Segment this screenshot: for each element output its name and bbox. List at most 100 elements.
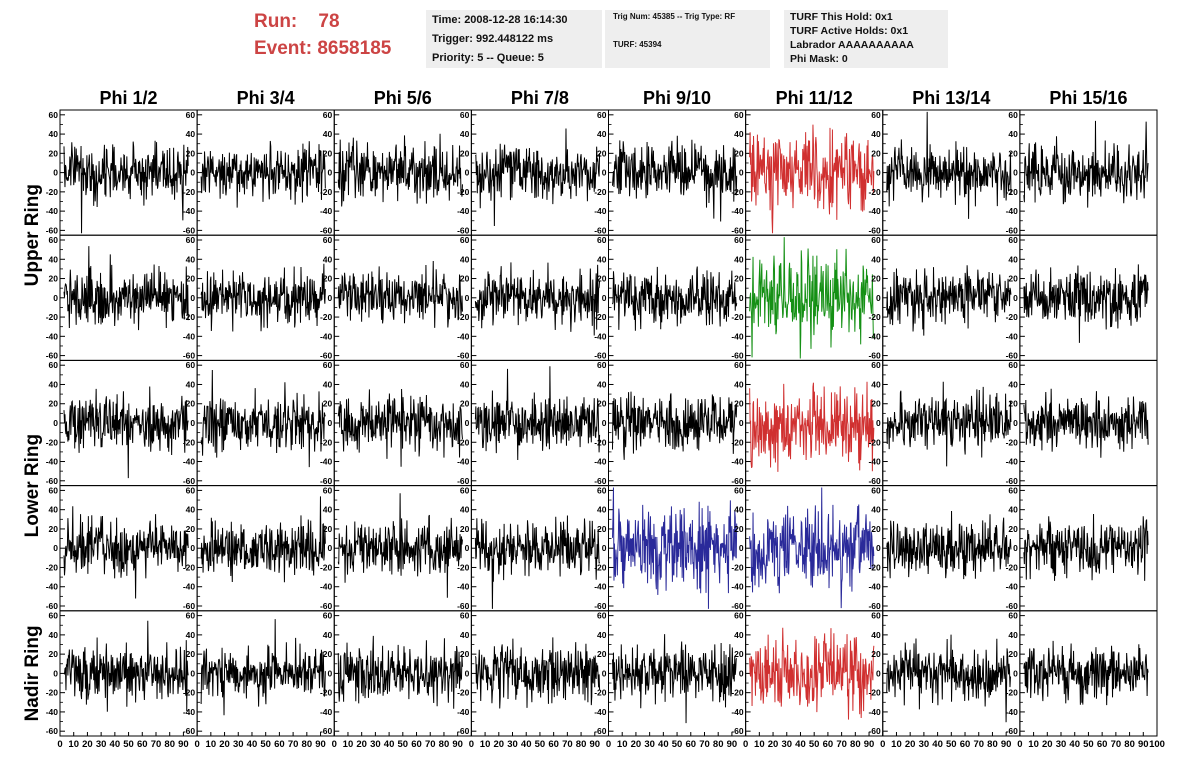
- y-tick-label: 20: [49, 399, 59, 409]
- x-tick-label: 50: [260, 739, 271, 750]
- y-tick-label: -20: [46, 187, 59, 197]
- y-tick-label: -60: [46, 601, 59, 611]
- x-tick-label: 80: [576, 739, 587, 750]
- y-tick-label: 60: [597, 360, 607, 370]
- y-tick-label: -40: [320, 582, 333, 592]
- y-tick-label: 0: [328, 543, 333, 553]
- x-tick-label: 70: [288, 739, 299, 750]
- y-tick-label: 0: [739, 668, 744, 678]
- y-tick-label: 0: [876, 293, 881, 303]
- y-tick-label: -20: [1006, 312, 1019, 322]
- waveform-trace: [886, 111, 1012, 219]
- y-tick-label: 20: [323, 148, 333, 158]
- y-tick-label: 40: [1008, 254, 1018, 264]
- y-tick-label: 0: [328, 168, 333, 178]
- y-tick-label: -20: [183, 187, 196, 197]
- y-tick-label: 0: [876, 543, 881, 553]
- y-tick-label: -20: [1006, 688, 1019, 698]
- y-tick-label: 40: [871, 129, 881, 139]
- y-tick-label: -40: [731, 206, 744, 216]
- x-tick-label: 90: [727, 739, 738, 750]
- turf-active-holds-text: TURF Active Holds: 0x1: [790, 25, 909, 37]
- x-tick-label: 0: [332, 739, 337, 750]
- y-tick-label: -20: [320, 562, 333, 572]
- y-tick-label: -40: [1006, 457, 1019, 467]
- x-tick-label: 80: [850, 739, 861, 750]
- y-tick-label: 40: [1008, 379, 1018, 389]
- y-tick-label: -60: [183, 726, 196, 736]
- waveform-trace: [749, 487, 875, 609]
- trig-num-text: Trig Num: 45385 -- Trig Type: RF: [613, 12, 736, 21]
- y-tick-label: 0: [190, 293, 195, 303]
- y-tick-label: -60: [320, 726, 333, 736]
- x-tick-label: 30: [370, 739, 381, 750]
- column-title: Phi 1/2: [100, 88, 158, 108]
- y-tick-label: -60: [868, 225, 881, 235]
- y-tick-label: -60: [868, 726, 881, 736]
- y-tick-label: -60: [46, 476, 59, 486]
- y-tick-label: 60: [323, 110, 333, 120]
- y-tick-label: 20: [871, 148, 881, 158]
- y-tick-label: 20: [734, 524, 744, 534]
- trig-info-box: Trig Num: 45385 -- Trig Type: RF TURF: 4…: [605, 10, 770, 68]
- y-tick-label: -20: [46, 437, 59, 447]
- x-tick-label: 50: [1083, 739, 1094, 750]
- x-tick-label: 70: [562, 739, 573, 750]
- y-tick-label: -40: [46, 707, 59, 717]
- x-tick-label: 80: [713, 739, 724, 750]
- column-title: Phi 3/4: [237, 88, 295, 108]
- y-tick-label: 0: [1013, 293, 1018, 303]
- y-tick-label: 0: [602, 668, 607, 678]
- x-tick-label: 90: [1001, 739, 1012, 750]
- y-tick-label: -20: [868, 688, 881, 698]
- y-tick-label: -20: [320, 312, 333, 322]
- y-tick-label: 0: [465, 168, 470, 178]
- run-row: Run: 78: [254, 8, 391, 35]
- x-tick-label: 60: [548, 739, 559, 750]
- x-tick-label: 0: [880, 739, 885, 750]
- y-tick-label: 40: [186, 254, 196, 264]
- y-tick-label: -60: [731, 225, 744, 235]
- y-tick-label: -60: [46, 351, 59, 361]
- y-tick-label: -40: [46, 331, 59, 341]
- x-tick-label: 0: [194, 739, 199, 750]
- x-tick-label: 30: [919, 739, 930, 750]
- x-tick-label: 0: [57, 739, 62, 750]
- y-tick-label: -60: [1006, 601, 1019, 611]
- y-tick-label: -20: [594, 437, 607, 447]
- y-tick-label: 0: [1013, 543, 1018, 553]
- y-tick-label: 20: [323, 399, 333, 409]
- waveform-trace: [474, 366, 601, 460]
- x-tick-label: 30: [96, 739, 107, 750]
- y-tick-label: 60: [49, 110, 59, 120]
- y-tick-label: 0: [465, 543, 470, 553]
- y-tick-label: 20: [186, 148, 196, 158]
- y-tick-label: 20: [460, 274, 470, 284]
- y-tick-label: 0: [739, 168, 744, 178]
- y-tick-label: -40: [1006, 206, 1019, 216]
- y-tick-label: 40: [597, 505, 607, 515]
- y-tick-label: -40: [320, 206, 333, 216]
- column-title: Phi 9/10: [643, 88, 711, 108]
- y-tick-label: -60: [731, 601, 744, 611]
- y-tick-label: -60: [594, 726, 607, 736]
- y-tick-label: -20: [731, 688, 744, 698]
- y-tick-label: -60: [320, 476, 333, 486]
- y-tick-label: -20: [457, 437, 470, 447]
- y-tick-label: -60: [320, 225, 333, 235]
- y-tick-label: 60: [597, 235, 607, 245]
- x-tick-label: 40: [1069, 739, 1080, 750]
- y-tick-label: 40: [734, 129, 744, 139]
- y-tick-label: -40: [731, 457, 744, 467]
- y-tick-label: 20: [49, 274, 59, 284]
- y-tick-label: 60: [186, 110, 196, 120]
- y-tick-label: 60: [49, 611, 59, 621]
- column-title: Phi 13/14: [912, 88, 990, 108]
- y-tick-label: 0: [602, 168, 607, 178]
- y-tick-label: 0: [190, 168, 195, 178]
- y-tick-label: -20: [183, 437, 196, 447]
- y-tick-label: -40: [183, 707, 196, 717]
- x-tick-label: 100: [1149, 739, 1165, 750]
- x-tick-label: 20: [82, 739, 93, 750]
- x-tick-label: 30: [507, 739, 518, 750]
